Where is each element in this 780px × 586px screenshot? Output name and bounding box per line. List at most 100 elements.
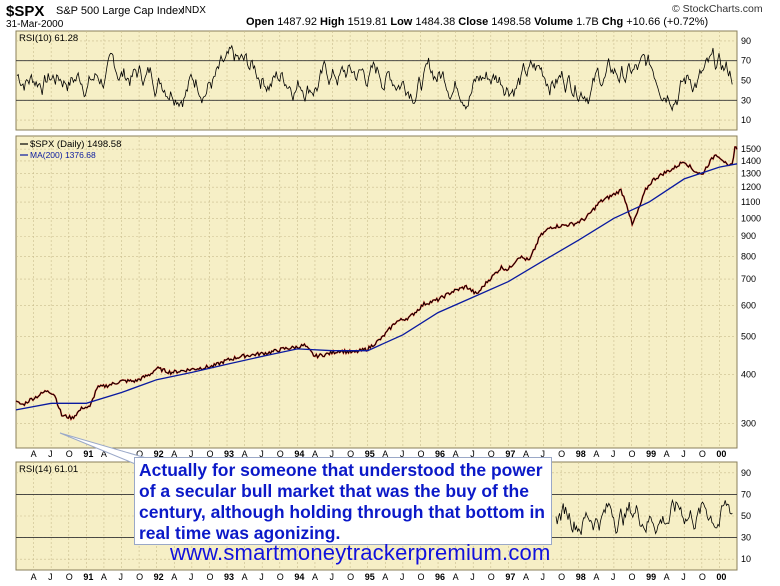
x-tick-label-bottom: J — [119, 572, 124, 582]
x-tick-label-bottom: O — [277, 572, 284, 582]
x-tick-label-bottom: J — [400, 572, 405, 582]
price-y-tick-label: 500 — [741, 331, 756, 341]
price-y-tick-label: 600 — [741, 300, 756, 310]
x-tick-label-mid: A — [382, 449, 388, 459]
x-tick-label-mid: A — [171, 449, 177, 459]
symbol-title: $SPX — [6, 3, 45, 20]
price-panel-bg — [15, 135, 738, 449]
x-tick-label-mid: 92 — [154, 449, 164, 459]
x-tick-label-mid: O — [558, 449, 565, 459]
rsi-top-y-tick-label: 90 — [741, 36, 751, 46]
x-tick-label-bottom: J — [189, 572, 194, 582]
chart-date: 31-Mar-2000 — [6, 19, 64, 30]
x-tick-label-bottom: A — [453, 572, 459, 582]
price-y-tick-label: 400 — [741, 370, 756, 380]
low-label: Low — [390, 16, 413, 28]
x-tick-label-mid: O — [347, 449, 354, 459]
x-tick-label-bottom: 91 — [83, 572, 93, 582]
x-tick-label-mid: J — [541, 449, 546, 459]
x-tick-label-bottom: A — [312, 572, 318, 582]
x-tick-label-mid: A — [101, 449, 107, 459]
price-y-tick-label: 300 — [741, 419, 756, 429]
price-line — [15, 146, 738, 421]
x-tick-label-mid: A — [312, 449, 318, 459]
x-tick-label-mid: O — [628, 449, 635, 459]
price-y-tick-label: 1300 — [741, 169, 761, 179]
x-tick-label-bottom: 93 — [224, 572, 234, 582]
x-tick-label-bottom: O — [66, 572, 73, 582]
x-tick-label-bottom: O — [136, 572, 143, 582]
x-tick-label-bottom: 96 — [435, 572, 445, 582]
x-tick-label-mid: A — [31, 449, 37, 459]
chg-value: +10.66 (+0.72%) — [626, 16, 709, 28]
ma-legend: MA(200) 1376.68 — [30, 150, 96, 160]
rsi-top-legend: RSI(10) 61.28 — [19, 33, 78, 44]
rsi-top-line — [16, 44, 733, 112]
x-tick-label-mid: J — [48, 449, 53, 459]
annotation-callout: Actually for someone that understood the… — [134, 457, 552, 545]
x-tick-label-bottom: 94 — [294, 572, 304, 582]
x-tick-label-mid: J — [330, 449, 335, 459]
price-y-tick-label: 800 — [741, 251, 756, 261]
rsi-top-y-tick-label: 30 — [741, 95, 751, 105]
x-tick-label-bottom: A — [31, 572, 37, 582]
x-tick-label-bottom: J — [330, 572, 335, 582]
x-tick-label-mid: 93 — [224, 449, 234, 459]
x-tick-label-mid: O — [699, 449, 706, 459]
x-tick-label-bottom: 97 — [505, 572, 515, 582]
open-value: 1487.92 — [277, 16, 317, 28]
low-value: 1484.38 — [415, 16, 456, 28]
x-tick-label-bottom: O — [347, 572, 354, 582]
x-tick-label-mid: A — [453, 449, 459, 459]
price-y-tick-label: 1100 — [741, 197, 760, 207]
x-tick-label-bottom: J — [48, 572, 53, 582]
x-tick-label-bottom: 00 — [716, 572, 726, 582]
x-tick-label-mid: O — [417, 449, 424, 459]
x-tick-label-bottom: 92 — [154, 572, 164, 582]
x-tick-label-mid: 91 — [83, 449, 93, 459]
close-label: Close — [458, 16, 489, 28]
rsi-bottom-line — [555, 498, 733, 535]
x-tick-label-mid: 97 — [505, 449, 515, 459]
x-tick-label-bottom: O — [628, 572, 635, 582]
x-tick-label-mid: O — [136, 449, 143, 459]
x-tick-label-bottom: J — [259, 572, 264, 582]
x-tick-label-bottom: O — [699, 572, 706, 582]
rsi-bottom-legend: RSI(14) 61.01 — [19, 464, 78, 475]
x-tick-label-bottom: O — [558, 572, 565, 582]
rsi-top-y-tick-label: 10 — [741, 115, 751, 125]
x-tick-label-bottom: A — [242, 572, 248, 582]
x-tick-label-bottom: A — [101, 572, 107, 582]
high-label: High — [320, 16, 345, 28]
volume-label: Volume — [534, 16, 574, 28]
x-tick-label-mid: O — [277, 449, 284, 459]
x-tick-label-mid: 98 — [576, 449, 586, 459]
high-value: 1519.81 — [347, 16, 388, 28]
x-tick-label-bottom: J — [541, 572, 546, 582]
x-tick-label-bottom: A — [523, 572, 529, 582]
close-value: 1498.58 — [491, 16, 532, 28]
x-tick-label-mid: 94 — [294, 449, 304, 459]
price-y-tick-label: 900 — [741, 231, 756, 241]
x-tick-label-mid: J — [681, 449, 686, 459]
x-tick-label-bottom: O — [206, 572, 213, 582]
rsi-bottom-y-tick-label: 90 — [741, 468, 751, 478]
ma-200-line — [15, 163, 738, 411]
x-tick-label-mid: O — [206, 449, 213, 459]
x-tick-label-mid: J — [259, 449, 264, 459]
x-tick-label-mid: J — [189, 449, 194, 459]
x-tick-label-mid: J — [470, 449, 475, 459]
watermark: www.smartmoneytrackerpremium.com — [170, 540, 551, 565]
open-label: Open — [246, 16, 275, 28]
x-tick-label-mid: A — [593, 449, 599, 459]
index-name: S&P 500 Large Cap Index — [56, 5, 184, 17]
chg-label: Chg — [601, 16, 624, 28]
price-y-tick-label: 700 — [741, 274, 756, 284]
x-tick-label-mid: J — [611, 449, 616, 459]
x-tick-label-mid: 00 — [716, 449, 726, 459]
rsi-bottom-y-tick-label: 70 — [741, 489, 751, 499]
price-y-tick-label: 1200 — [741, 182, 761, 192]
rsi-bottom-y-tick-label: 50 — [741, 511, 751, 521]
rsi-top-y-tick-label: 70 — [741, 56, 751, 66]
rsi-top-y-tick-label: 50 — [741, 76, 751, 86]
